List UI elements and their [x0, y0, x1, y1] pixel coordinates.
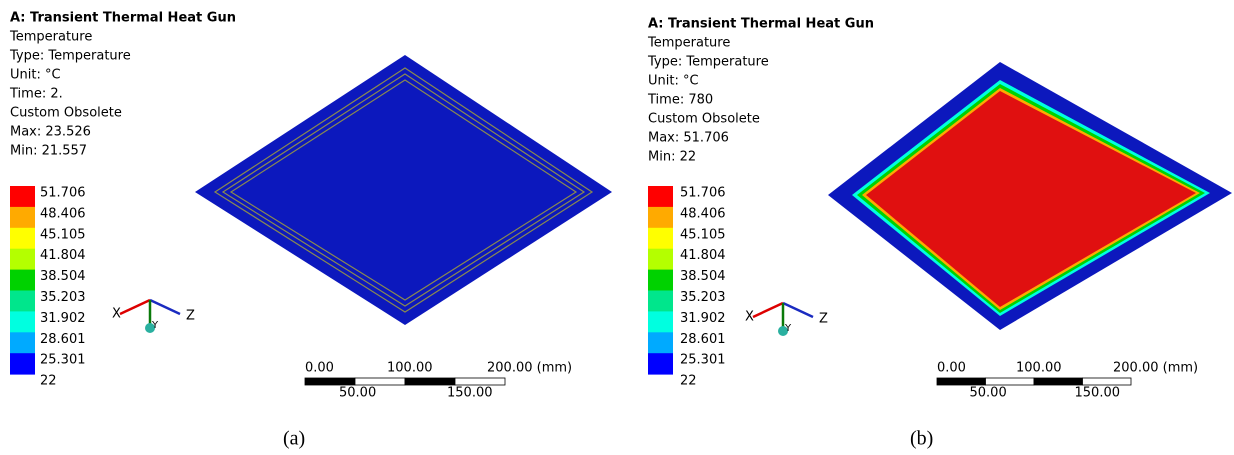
axis-z: [150, 300, 180, 314]
legend-label: 51.706: [40, 186, 86, 201]
legend-label: 25.301: [40, 353, 86, 368]
legend-label: 38.504: [680, 269, 726, 284]
legend-label: 31.902: [40, 311, 86, 326]
legend-band: [10, 228, 35, 249]
legend-band: [10, 270, 35, 291]
legend-band: [648, 186, 673, 207]
panel-title: A: Transient Thermal Heat Gun: [648, 17, 874, 32]
plate-a: [195, 55, 612, 325]
scale-segment: [305, 378, 355, 385]
legend-band: [648, 353, 673, 374]
legend-label: 48.406: [680, 206, 726, 221]
legend-band: [10, 353, 35, 374]
scale-segment: [1034, 378, 1083, 385]
axis-x: [753, 303, 783, 317]
scale-segment: [1083, 378, 1132, 385]
axis-x: [120, 300, 150, 314]
legend-label: 45.105: [40, 227, 86, 242]
legend-band: [10, 186, 35, 207]
triad-z: Z: [186, 309, 195, 324]
info-line: Temperature: [9, 30, 92, 45]
info-line: Type: Temperature: [9, 49, 131, 64]
scale-label: 150.00: [447, 386, 493, 401]
info-line: Max: 23.526: [10, 125, 91, 140]
scale-segment: [937, 378, 986, 385]
triad-x: X: [112, 307, 121, 322]
legend-band: [648, 291, 673, 312]
hot-zone-b: [866, 91, 1196, 307]
scale-label: 100.00: [387, 361, 433, 376]
legend-band: [648, 207, 673, 228]
legend-band: [648, 332, 673, 353]
scale-label: 100.00: [1016, 361, 1062, 376]
triad-y: Y: [151, 320, 159, 331]
triad-z: Z: [819, 312, 828, 327]
scale-label: 0.00: [305, 361, 334, 376]
legend-band: [648, 249, 673, 270]
legend-label: 28.601: [680, 332, 726, 347]
legend-band: [648, 311, 673, 332]
scale-label: 150.00: [1075, 386, 1121, 401]
legend-band: [10, 249, 35, 270]
legend-label: 28.601: [40, 332, 86, 347]
info-line: Custom Obsolete: [10, 106, 122, 121]
legend-label: 41.804: [40, 248, 86, 263]
legend-band: [10, 207, 35, 228]
legend-label: 51.706: [680, 186, 726, 201]
legend-band: [648, 270, 673, 291]
legend-label: 38.504: [40, 269, 86, 284]
triad-x: X: [745, 310, 754, 325]
legend-label: 41.804: [680, 248, 726, 263]
scale-label: 0.00: [937, 361, 966, 376]
scale-label: 50.00: [970, 386, 1007, 401]
legend-band: [10, 332, 35, 353]
info-line: Type: Temperature: [647, 55, 769, 70]
info-line: Min: 21.557: [10, 144, 87, 159]
caption: (a): [283, 428, 305, 450]
panel-title: A: Transient Thermal Heat Gun: [10, 11, 236, 26]
info-line: Unit: °C: [648, 74, 699, 89]
info-line: Time: 2.: [9, 87, 63, 102]
legend-label: 22: [40, 374, 57, 389]
legend-label: 25.301: [680, 353, 726, 368]
info-line: Time: 780: [647, 93, 713, 108]
scale-label: 200.00 (mm): [487, 361, 572, 376]
scale-segment: [405, 378, 455, 385]
info-line: Max: 51.706: [648, 131, 729, 146]
scale-segment: [986, 378, 1035, 385]
caption: (b): [910, 428, 933, 450]
legend-label: 48.406: [40, 206, 86, 221]
figure: A: Transient Thermal Heat Gun Temperature…: [0, 0, 1234, 455]
info-line: Custom Obsolete: [648, 112, 760, 127]
scale-segment: [455, 378, 505, 385]
info-line: Min: 22: [648, 150, 696, 165]
legend-label: 35.203: [680, 290, 726, 305]
triad-y: Y: [784, 323, 792, 334]
scale-segment: [355, 378, 405, 385]
legend-label: 35.203: [40, 290, 86, 305]
legend-band: [10, 291, 35, 312]
info-line: Temperature: [647, 36, 730, 51]
legend-label: 31.902: [680, 311, 726, 326]
scale-label: 50.00: [339, 386, 376, 401]
legend-label: 22: [680, 374, 697, 389]
info-line: Unit: °C: [10, 68, 61, 83]
axis-z: [783, 303, 813, 317]
legend-band: [10, 311, 35, 332]
legend-band: [648, 228, 673, 249]
legend-label: 45.105: [680, 227, 726, 242]
scale-label: 200.00 (mm): [1113, 361, 1198, 376]
